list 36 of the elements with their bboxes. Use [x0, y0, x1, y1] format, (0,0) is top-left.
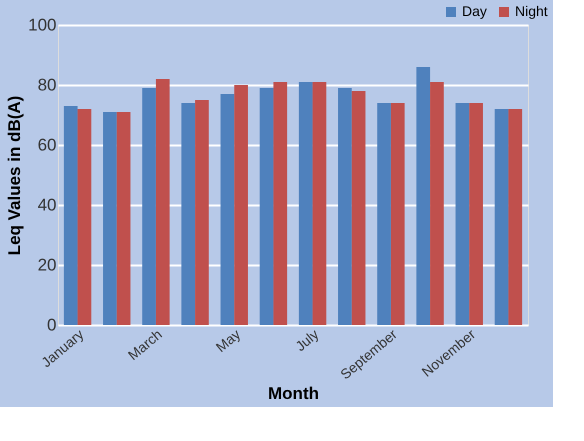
x-axis-title: Month — [268, 384, 319, 404]
bar — [469, 103, 483, 325]
bar — [273, 82, 288, 325]
y-tick-label: 60 — [38, 136, 56, 154]
bar — [494, 109, 508, 325]
bar — [234, 85, 248, 325]
bar — [508, 109, 522, 325]
bar — [312, 82, 326, 325]
bar — [220, 94, 234, 325]
y-tick-label: 40 — [38, 196, 56, 214]
y-tick-label: 80 — [38, 76, 56, 94]
y-tick-label: 0 — [47, 316, 56, 334]
bar — [390, 103, 405, 325]
bar — [64, 106, 78, 325]
y-axis-title: Leq Values in dB(A) — [5, 96, 24, 256]
bar — [142, 88, 156, 325]
y-tick-label: 100 — [28, 16, 56, 34]
bar — [416, 67, 430, 325]
bar — [298, 82, 313, 325]
x-tick-label: May — [212, 326, 244, 356]
legend-label: Night — [515, 3, 548, 19]
bar — [456, 103, 470, 325]
bar — [195, 100, 209, 325]
legend-label: Day — [462, 3, 487, 19]
bar — [377, 103, 391, 325]
bar — [156, 79, 170, 325]
bar — [430, 82, 444, 325]
bar — [352, 91, 366, 325]
y-tick-label: 20 — [38, 256, 56, 274]
bar — [181, 103, 196, 325]
x-tick-label: July — [292, 326, 322, 354]
bar — [78, 109, 92, 325]
bar — [338, 88, 352, 325]
bar — [103, 112, 117, 325]
bar — [116, 112, 130, 325]
bar — [260, 88, 274, 325]
